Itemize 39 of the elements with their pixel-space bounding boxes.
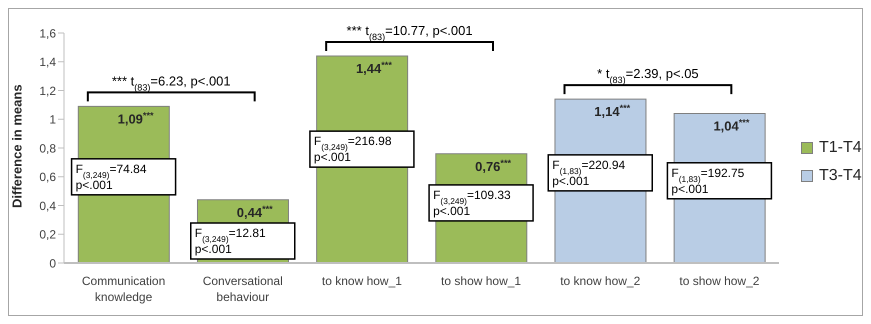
y-tick-label: 0,6 bbox=[39, 170, 56, 184]
x-tick-label: to know how_1 bbox=[322, 274, 402, 288]
annotation: *** t$_{(83)}$=10.77, p<.001 bbox=[346, 23, 473, 42]
annotation: F$_{(3,249)}$=109.33 p<.001 bbox=[433, 188, 512, 218]
y-tick-label: 1,2 bbox=[39, 84, 56, 98]
legend-label: T1-T4 bbox=[819, 139, 862, 157]
y-axis-title: Difference in means bbox=[10, 84, 25, 208]
x-tick-label: to show how_2 bbox=[679, 274, 760, 288]
annotation: F$_{(1,83)}$=192.75 p<.001 bbox=[671, 166, 745, 196]
y-tick-label: 0,4 bbox=[39, 198, 56, 213]
y-tick-label: 1,6 bbox=[39, 26, 56, 40]
data-label: 1,14$^{***}$ bbox=[594, 103, 631, 120]
y-tick-label: 1 bbox=[49, 112, 56, 127]
y-tick-label: 0 bbox=[49, 256, 56, 270]
data-label: 1,04$^{***}$ bbox=[713, 118, 750, 134]
y-tick-label: 1,4 bbox=[39, 55, 56, 70]
note-box: F$_{(1,83)}$=192.75 p<.001 bbox=[666, 162, 772, 200]
note-box: F$_{(3,249)}$=74.84 p<.001 bbox=[70, 158, 176, 196]
data-label: 1,09$^{***}$ bbox=[118, 110, 154, 126]
data-label: 0,44$^{***}$ bbox=[236, 204, 274, 220]
annotation: *** t$_{(83)}$=6.23, p<.001 bbox=[112, 73, 231, 92]
annotation: * t$_{(83)}$=2.39, p<.05 bbox=[597, 66, 699, 86]
x-tick-label: Communication knowledge bbox=[82, 274, 166, 304]
note-box: F$_{(3,249)}$=12.81 p<.001 bbox=[190, 222, 296, 260]
annotation: F$_{(3,249)}$=12.81 p<.001 bbox=[194, 226, 266, 256]
y-tick-label: 0,8 bbox=[39, 141, 56, 156]
annotation: F$_{(1,83)}$=220.94 p<.001 bbox=[552, 158, 626, 188]
legend-label: T3-T4 bbox=[819, 167, 862, 185]
annotation: F$_{(3,249)}$=74.84 p<.001 bbox=[76, 162, 147, 192]
x-tick-label: to show how_1 bbox=[441, 274, 522, 288]
data-label: 1,44$^{***}$ bbox=[356, 60, 392, 76]
x-tick-label: to know how_2 bbox=[560, 274, 641, 288]
data-label: 0,76$^{***}$ bbox=[475, 158, 512, 174]
annotation: F$_{(3,249)}$=216.98 p<.001 bbox=[314, 134, 392, 164]
y-tick-label: 0,2 bbox=[39, 228, 56, 242]
x-tick-label: Conversational behaviour bbox=[202, 274, 283, 304]
note-box: F$_{(1,83)}$=220.94 p<.001 bbox=[548, 154, 653, 192]
note-box: F$_{(3,249)}$=109.33 p<.001 bbox=[428, 184, 534, 222]
note-box: F$_{(3,249)}$=216.98 p<.001 bbox=[309, 130, 415, 168]
